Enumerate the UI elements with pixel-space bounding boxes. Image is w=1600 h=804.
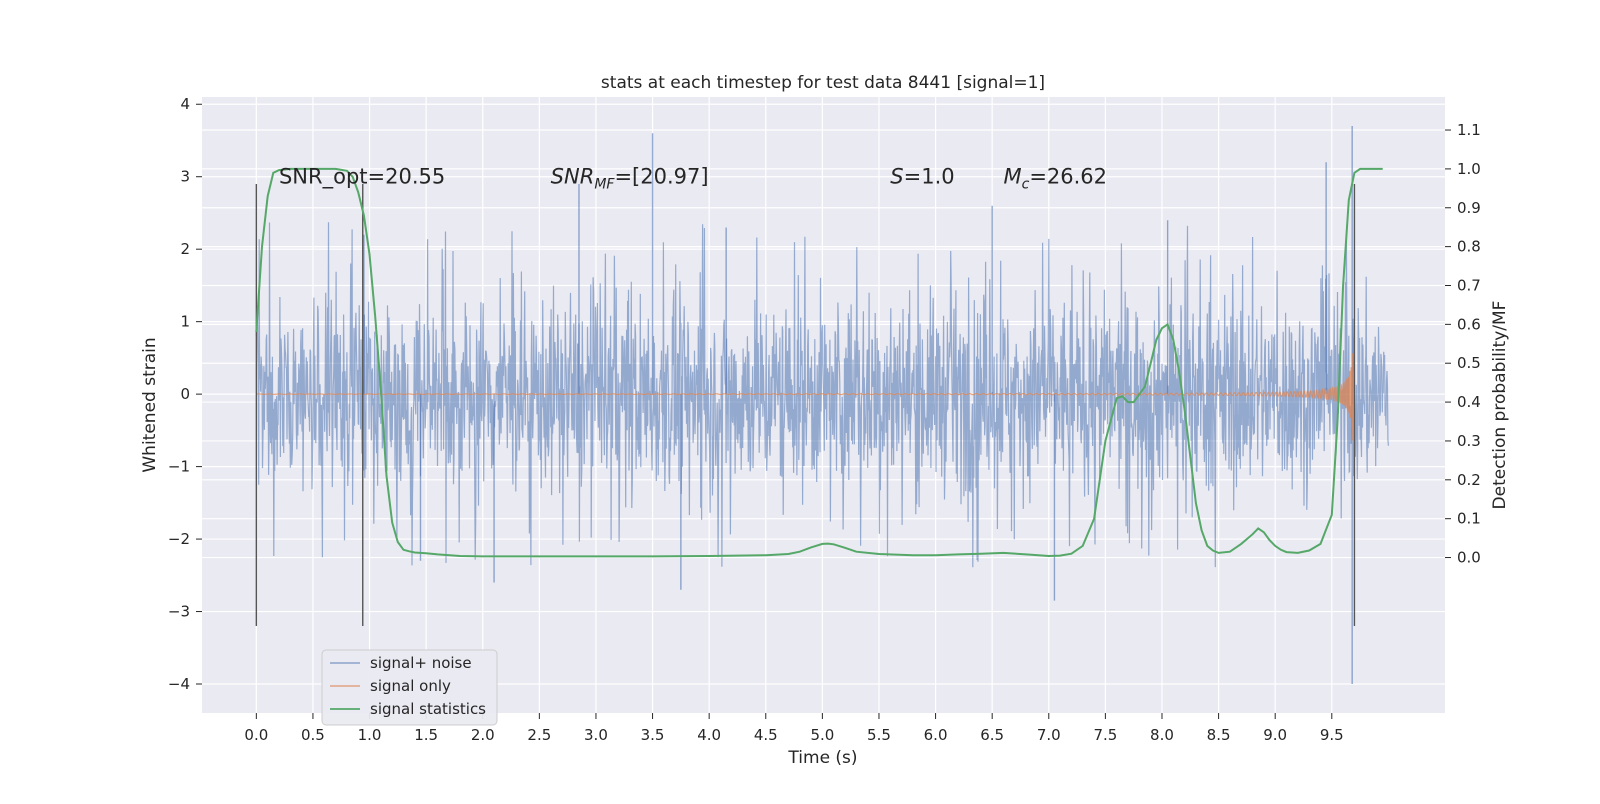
x-tick-label: 1.0 [358, 726, 382, 744]
x-tick-label: 5.5 [867, 726, 891, 744]
y-tick-label: 4 [180, 95, 190, 113]
legend-label-signal-statistics: signal statistics [370, 700, 486, 718]
y-tick-label: −3 [168, 603, 190, 621]
legend-label-signal-only: signal only [370, 677, 451, 695]
chart-title: stats at each timestep for test data 844… [601, 73, 1045, 93]
x-tick-label: 2.0 [471, 726, 495, 744]
x-tick-label: 6.0 [924, 726, 948, 744]
annotations: SNR_opt=20.55 SNRMF=[20.97] S=1.0 Mc=26.62 [279, 165, 1107, 193]
legend-label-signal-noise: signal+ noise [370, 654, 472, 672]
x-tick-label: 6.5 [980, 726, 1004, 744]
annotation-text: Mc=26.62 [1003, 165, 1107, 193]
x-tick-label: 8.0 [1150, 726, 1174, 744]
y-axis-ticks: 4 3 2 1 0 −1 −2 −3 −4 [168, 95, 202, 693]
x-tick-label: 3.0 [584, 726, 608, 744]
x-tick-label: 4.5 [754, 726, 778, 744]
y2-tick-label: 0.7 [1457, 276, 1481, 294]
y2-tick-label: 0.4 [1457, 393, 1481, 411]
y-tick-label: 2 [180, 240, 190, 258]
legend: signal+ noise signal only signal statist… [321, 649, 498, 726]
y-tick-label: 3 [180, 168, 190, 186]
x-tick-label: 7.0 [1037, 726, 1061, 744]
y-axis-label: Whitened strain [140, 337, 160, 472]
y-tick-label: −4 [168, 675, 190, 693]
annotation-text: S=1.0 [890, 165, 954, 189]
y2-axis-label: Detection probability/MF [1490, 301, 1510, 510]
y-tick-label: 0 [180, 385, 190, 403]
signal-only-series [256, 337, 1356, 477]
x-tick-label: 0.5 [301, 726, 325, 744]
y2-axis-ticks: 1.1 1.0 0.9 0.8 0.7 0.6 0.5 0.4 0.3 0.2 0.1 0.0 [1445, 121, 1481, 567]
x-tick-label: 9.5 [1320, 726, 1344, 744]
x-tick-label: 8.5 [1207, 726, 1231, 744]
y2-tick-label: 1.0 [1457, 160, 1481, 178]
y2-tick-label: 0.9 [1457, 199, 1481, 217]
marker-lines [255, 183, 1356, 627]
y-tick-label: −1 [168, 458, 190, 476]
y2-tick-label: 0.0 [1457, 549, 1481, 567]
x-axis-ticks: 0.0 0.5 1.0 1.5 2.0 2.5 3.0 3.5 4.0 4.5 5.0 5.5 6.0 6… [244, 713, 1344, 744]
x-tick-label: 0.0 [244, 726, 268, 744]
x-tick-label: 4.0 [697, 726, 721, 744]
x-tick-label: 3.5 [641, 726, 665, 744]
y2-tick-label: 0.1 [1457, 510, 1481, 528]
x-tick-label: 2.5 [527, 726, 551, 744]
legend-box [321, 649, 498, 726]
y2-tick-label: 0.3 [1457, 432, 1481, 450]
signal-statistics-line [255, 167, 1383, 558]
y-tick-label: −2 [168, 530, 190, 548]
y-tick-label: 1 [180, 313, 190, 331]
signal-only-line [256, 337, 1356, 477]
x-axis-label: Time (s) [787, 748, 857, 768]
x-tick-label: 1.5 [414, 726, 438, 744]
x-tick-label: 9.0 [1263, 726, 1287, 744]
signal-statistics-series [255, 167, 1383, 558]
x-tick-label: 7.5 [1093, 726, 1117, 744]
y2-tick-label: 0.8 [1457, 238, 1481, 256]
annotation-text: SNRMF=[20.97] [551, 165, 709, 193]
y2-tick-label: 1.1 [1457, 121, 1481, 139]
y2-tick-label: 0.5 [1457, 354, 1481, 372]
x-tick-label: 5.0 [810, 726, 834, 744]
annotation-text: SNR_opt=20.55 [279, 165, 445, 190]
y2-tick-label: 0.2 [1457, 471, 1481, 489]
y2-tick-label: 0.6 [1457, 315, 1481, 333]
